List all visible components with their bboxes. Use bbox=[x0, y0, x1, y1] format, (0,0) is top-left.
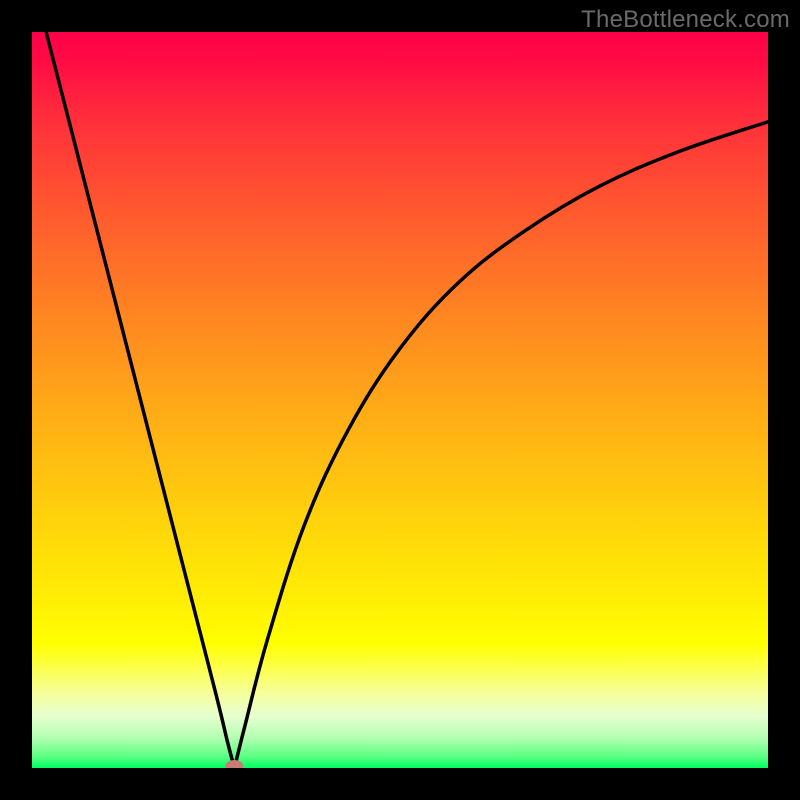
attribution-watermark: TheBottleneck.com bbox=[581, 6, 790, 34]
gradient-background bbox=[32, 32, 768, 768]
plot-area bbox=[32, 32, 768, 768]
bottleneck-chart: TheBottleneck.com bbox=[0, 0, 800, 800]
